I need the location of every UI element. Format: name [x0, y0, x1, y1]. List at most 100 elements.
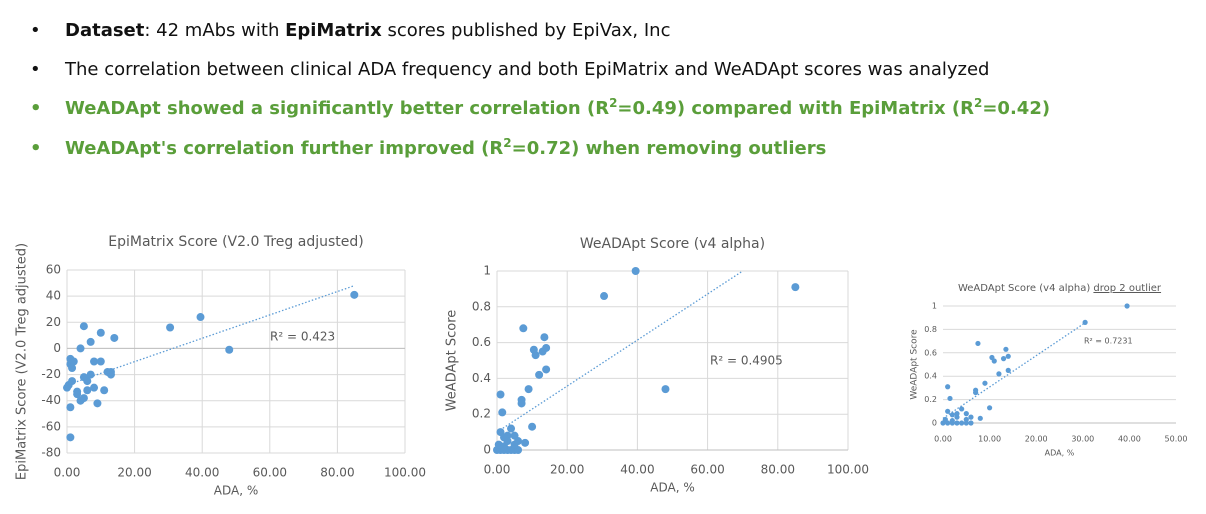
point [93, 399, 102, 408]
bullet-text: : 42 mAbs with [144, 20, 286, 41]
bullet-text: =0.49) compared with EpiMatrix (R [617, 98, 974, 119]
y-tick-label: -40 [41, 393, 61, 407]
trendline [942, 320, 1088, 419]
trendline [66, 285, 355, 386]
point [540, 333, 549, 342]
bullet-text: Dataset [65, 20, 145, 41]
x-tick-label: 100.00 [827, 463, 869, 477]
y-tick-label: 0.2 [472, 407, 491, 421]
point [86, 370, 95, 379]
point [535, 370, 544, 379]
y-tick-label: 0.2 [924, 395, 937, 404]
x-tick-label: 10.00 [978, 435, 1001, 444]
point [982, 380, 988, 386]
point [86, 337, 95, 346]
point [519, 324, 528, 333]
point [1003, 346, 1009, 352]
point [945, 408, 951, 414]
point [514, 437, 523, 446]
point [68, 364, 77, 373]
point [166, 323, 175, 332]
point [66, 403, 75, 412]
point [954, 420, 960, 426]
y-tick-label: -80 [41, 446, 61, 460]
x-tick-label: 40.00 [620, 463, 654, 477]
x-tick-label: 80.00 [761, 463, 795, 477]
point [196, 313, 205, 322]
point [949, 412, 955, 418]
point [531, 351, 540, 360]
y-tick-label: 0.8 [472, 299, 491, 313]
y-tick-label: 0 [932, 419, 937, 428]
point [83, 386, 92, 395]
y-tick-label: 0.4 [472, 371, 491, 385]
point [90, 357, 99, 366]
point [79, 394, 88, 403]
x-tick-label: 100.00 [384, 466, 426, 480]
point [945, 384, 951, 390]
y-axis-label: EpiMatrix Score (V2.0 Treg adjusted) [15, 243, 30, 480]
x-axis-label: ADA, % [650, 481, 694, 495]
y-tick-label: 0 [483, 443, 491, 457]
y-tick-label: 0.6 [472, 335, 491, 349]
point [66, 433, 75, 442]
bullet-text: =0.72) when removing outliers [511, 138, 827, 159]
point [963, 411, 969, 417]
chart-title: EpiMatrix Score (V2.0 Treg adjusted) [108, 234, 363, 250]
chart-title: WeADApt Score (v4 alpha) [958, 283, 1093, 294]
annotation: R² = 0.423 [270, 330, 335, 344]
point [496, 390, 505, 399]
x-tick-label: 40.00 [185, 466, 219, 480]
x-tick-label: 30.00 [1071, 435, 1094, 444]
bullet-text: The correlation between clinical ADA fre… [65, 59, 990, 80]
point [524, 385, 533, 394]
bullet-text: =0.42) [982, 98, 1051, 119]
point [503, 437, 512, 446]
x-tick-label: 50.00 [1165, 435, 1188, 444]
chart-title: WeADApt Score (v4 alpha) [580, 236, 765, 252]
x-tick-label: 60.00 [690, 463, 724, 477]
point [947, 395, 953, 402]
bullet-text: WeADApt showed a significantly better co… [65, 98, 610, 119]
chart-title: WeADApt Score (v4 alpha) [580, 236, 765, 252]
x-axis-label: ADA, % [1045, 449, 1075, 458]
superscript: 2 [503, 136, 512, 150]
point [79, 322, 88, 331]
point [1000, 356, 1007, 362]
x-tick-label: 0.00 [484, 463, 511, 477]
point [975, 340, 981, 347]
y-tick-label: 0.4 [924, 372, 937, 381]
y-tick-label: 20 [46, 315, 61, 329]
superscript: 2 [973, 96, 983, 110]
point [991, 358, 997, 364]
point [68, 377, 77, 386]
x-tick-label: 20.00 [550, 463, 584, 477]
point [973, 389, 979, 396]
point [968, 414, 974, 420]
point [949, 418, 955, 424]
annotation: R² = 0.7231 [1084, 337, 1133, 346]
x-tick-label: 20.00 [1025, 435, 1048, 444]
point [73, 390, 82, 399]
y-tick-label: -60 [41, 419, 61, 433]
superscript: 2 [609, 96, 618, 110]
point [996, 371, 1002, 377]
y-axis-label: WeADApt Score [445, 310, 460, 412]
y-axis-label: WeADApt Score [910, 329, 920, 400]
point [791, 283, 800, 292]
point [959, 406, 965, 412]
x-tick-label: 60.00 [253, 466, 287, 480]
point [517, 399, 526, 408]
point [350, 290, 359, 299]
point [963, 416, 969, 423]
point [661, 385, 670, 394]
point [110, 333, 119, 342]
y-tick-label: 40 [46, 289, 61, 303]
point [96, 357, 105, 366]
point [83, 377, 92, 386]
point [542, 343, 551, 352]
point [1005, 367, 1011, 373]
x-tick-label: 0.00 [54, 466, 81, 480]
y-tick-label: 0.6 [924, 348, 937, 357]
point [600, 292, 609, 301]
